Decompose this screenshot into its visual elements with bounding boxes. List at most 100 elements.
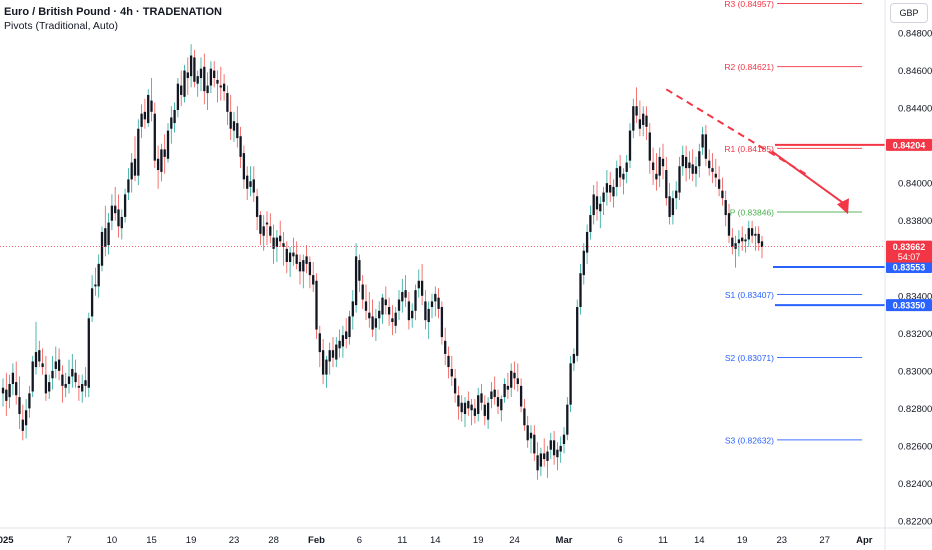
- candle-body: [473, 408, 477, 416]
- candle-body: [54, 361, 57, 369]
- candle-body: [500, 399, 503, 411]
- candle-body: [18, 397, 21, 415]
- candle-body: [612, 186, 615, 197]
- candle-body: [298, 261, 302, 272]
- candle-body: [463, 402, 467, 415]
- candle-body: [255, 196, 259, 217]
- candle-body: [684, 156, 688, 169]
- y-tick-label: 0.84600: [898, 66, 932, 77]
- x-tick-label: 28: [268, 535, 279, 546]
- currency-button[interactable]: GBP: [890, 3, 928, 23]
- candle-body: [269, 226, 272, 236]
- candle-body: [170, 117, 173, 129]
- candle-body: [150, 100, 153, 112]
- candle-body: [249, 181, 252, 187]
- candle-body: [81, 383, 84, 392]
- candle-body: [688, 162, 691, 169]
- candle-body: [609, 185, 612, 193]
- candle-body: [440, 307, 444, 338]
- y-tick-label: 0.82400: [898, 479, 932, 490]
- candle-body: [599, 203, 602, 212]
- candle-body: [246, 175, 249, 189]
- candle-body: [427, 308, 430, 323]
- candle-body: [292, 252, 295, 257]
- candle-body: [404, 290, 407, 298]
- support-tag: [886, 261, 932, 274]
- price-axis[interactable]: 0.848000.846000.844000.842000.840000.838…: [884, 0, 932, 550]
- candle-body: [638, 119, 642, 129]
- pivot-lines: R3 (0.84957) R2 (0.84621) R1 (0.84185) P (0…: [724, 0, 862, 445]
- pivot-label: P (0.83846): [730, 208, 774, 218]
- x-tick-label: 7: [66, 535, 71, 546]
- candle-body: [288, 252, 292, 262]
- candle-body: [605, 183, 609, 193]
- candle-body: [411, 310, 414, 319]
- candle-body: [394, 312, 397, 326]
- candle-body: [589, 215, 592, 232]
- candle-body: [335, 344, 338, 360]
- candle-body: [97, 263, 100, 287]
- candle-body: [206, 85, 209, 94]
- candle-body: [483, 404, 486, 416]
- candle-body: [493, 389, 496, 398]
- candle-body: [711, 168, 714, 172]
- candle-body: [38, 350, 41, 362]
- candle-body: [519, 385, 523, 407]
- candle-body: [341, 335, 345, 347]
- candle-body: [675, 190, 678, 199]
- time-axis[interactable]: 2025 7 10 15 19 23 28 Feb 6 11 14 19 24 Mar 6 11 14 19 23 2…: [0, 527, 932, 546]
- indicator-label: Pivots (Traditional, Auto): [4, 20, 118, 32]
- candle-body: [724, 200, 727, 216]
- resistance-tag: [886, 138, 932, 151]
- x-tick-label: 14: [430, 535, 441, 546]
- candle-body: [655, 173, 658, 180]
- candle-body: [510, 370, 513, 388]
- candle-body: [338, 340, 341, 349]
- candle-body: [457, 395, 460, 407]
- candle-body: [328, 350, 331, 362]
- candle-body: [262, 226, 265, 236]
- candle-body: [173, 109, 176, 124]
- candle-body: [222, 83, 226, 92]
- candle-body: [226, 93, 229, 112]
- x-tick-label: 6: [357, 535, 362, 546]
- candle-body: [48, 382, 51, 392]
- x-tick-label: 2025: [0, 535, 14, 546]
- arrow-shaft: [771, 150, 846, 206]
- candle-body: [486, 402, 490, 420]
- candle-body: [232, 121, 236, 131]
- candle-body: [11, 372, 15, 384]
- support-2-tag: [886, 299, 932, 312]
- candle-body: [731, 237, 734, 247]
- candle-body: [661, 158, 665, 167]
- candle-body: [562, 434, 566, 445]
- candle-body: [321, 350, 325, 375]
- candle-body: [354, 256, 358, 306]
- candle-body: [453, 378, 457, 394]
- candle-body: [156, 158, 160, 171]
- candle-body: [15, 382, 18, 396]
- candle-body: [387, 307, 391, 315]
- pivot-label: S2 (0.83071): [725, 353, 774, 363]
- candle-body: [24, 410, 28, 426]
- candle-body: [585, 231, 589, 253]
- candle-body: [302, 260, 305, 272]
- candle-body: [566, 404, 569, 435]
- candle-body: [447, 355, 450, 368]
- candle-body: [546, 451, 549, 461]
- candle-body: [665, 170, 668, 199]
- candle-body: [681, 155, 684, 167]
- candle-body: [480, 393, 483, 403]
- candle-body: [21, 419, 24, 431]
- x-tick-label: 23: [229, 535, 240, 546]
- candle-body: [651, 162, 655, 171]
- candle-body: [704, 134, 708, 159]
- candle-body: [242, 153, 246, 180]
- candle-body: [100, 231, 104, 266]
- candle-body: [582, 250, 585, 276]
- candle-body: [635, 106, 638, 116]
- x-tick-label: 19: [473, 535, 484, 546]
- candle-body: [57, 359, 61, 371]
- candle-body: [34, 352, 38, 368]
